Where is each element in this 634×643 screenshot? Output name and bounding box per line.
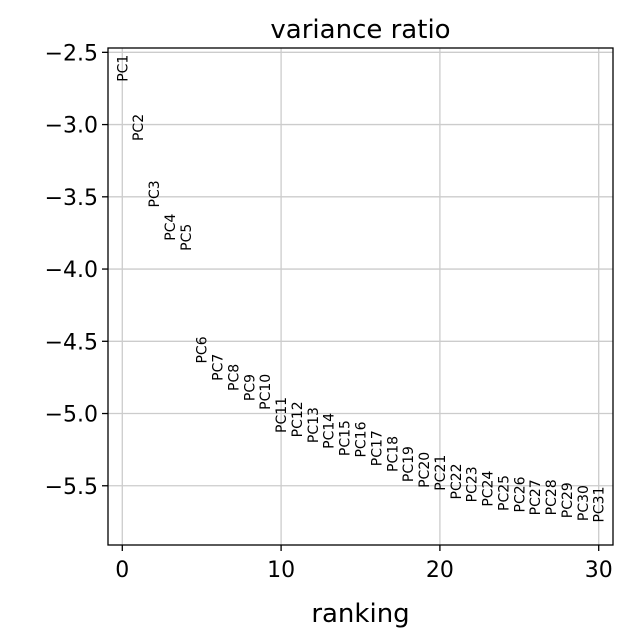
- x-tick-label: 10: [267, 558, 295, 583]
- x-tick-label: 20: [426, 558, 454, 583]
- pc-label: PC2: [131, 114, 147, 141]
- pc-label: PC1: [115, 55, 131, 82]
- pc-label: PC15: [338, 420, 354, 456]
- pc-label: PC29: [560, 482, 576, 518]
- pc-label: PC20: [417, 452, 433, 488]
- chart-title: variance ratio: [270, 15, 450, 45]
- y-tick-label: −2.5: [45, 41, 98, 66]
- pc-label: PC19: [401, 446, 417, 482]
- grid: [108, 48, 613, 545]
- pc-label: PC3: [147, 180, 163, 207]
- pc-label: PC16: [354, 421, 370, 457]
- pc-label: PC24: [481, 471, 497, 507]
- plot-frame: [107, 47, 614, 546]
- y-tick-label: −5.0: [45, 403, 98, 428]
- pc-label: PC9: [242, 374, 258, 401]
- pc-label: PC27: [528, 479, 544, 515]
- pc-label: PC26: [512, 476, 528, 512]
- x-axis-label: ranking: [311, 599, 409, 629]
- pc-label: PC30: [576, 485, 592, 521]
- pc-label: PC8: [226, 364, 242, 391]
- x-tick-label: 0: [115, 558, 129, 583]
- axis-ticks: 0 10 20 30 −2.5 −3.0 −3.5 −4.0 −4.5 −5.0 −5.5: [45, 41, 613, 583]
- pc-label: PC10: [258, 374, 274, 410]
- x-tick-label: 30: [585, 558, 613, 583]
- pc-label: PC17: [369, 430, 385, 466]
- y-tick-label: −5.5: [45, 475, 98, 500]
- pc-label: PC12: [290, 401, 306, 437]
- pc-label: PC6: [195, 336, 211, 363]
- y-tick-label: −3.0: [45, 114, 98, 139]
- pc-label: PC4: [163, 213, 179, 240]
- pc-label: PC22: [449, 463, 465, 499]
- pc-label: PC13: [306, 407, 322, 443]
- y-tick-label: −4.0: [45, 258, 98, 283]
- pc-label: PC28: [544, 479, 560, 515]
- pc-label: PC11: [274, 397, 290, 433]
- pc-label: PC23: [465, 466, 481, 502]
- pc-label: PC18: [385, 436, 401, 472]
- pc-label: PC25: [496, 475, 512, 511]
- y-tick-label: −3.5: [45, 186, 98, 211]
- y-tick-label: −4.5: [45, 330, 98, 355]
- pc-label: PC5: [179, 224, 195, 251]
- pc-label: PC14: [322, 413, 338, 449]
- pc-label: PC21: [433, 455, 449, 491]
- pc-label: PC31: [592, 487, 608, 523]
- pc-label: PC7: [211, 354, 227, 381]
